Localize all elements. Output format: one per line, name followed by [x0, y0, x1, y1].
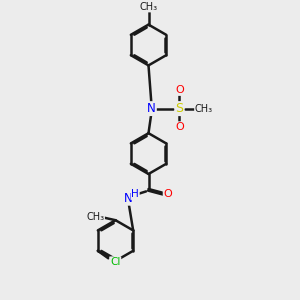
Text: CH₃: CH₃	[86, 212, 104, 222]
Text: CH₃: CH₃	[195, 103, 213, 114]
Text: N: N	[124, 191, 133, 205]
Text: O: O	[164, 189, 172, 200]
Text: H: H	[126, 193, 134, 203]
Text: CH₃: CH₃	[140, 2, 158, 12]
Text: Cl: Cl	[110, 257, 120, 267]
Text: H: H	[131, 189, 139, 200]
Text: O: O	[175, 122, 184, 132]
Text: S: S	[176, 102, 183, 115]
Text: N: N	[125, 191, 134, 205]
Text: N: N	[147, 102, 156, 115]
Text: O: O	[175, 85, 184, 95]
